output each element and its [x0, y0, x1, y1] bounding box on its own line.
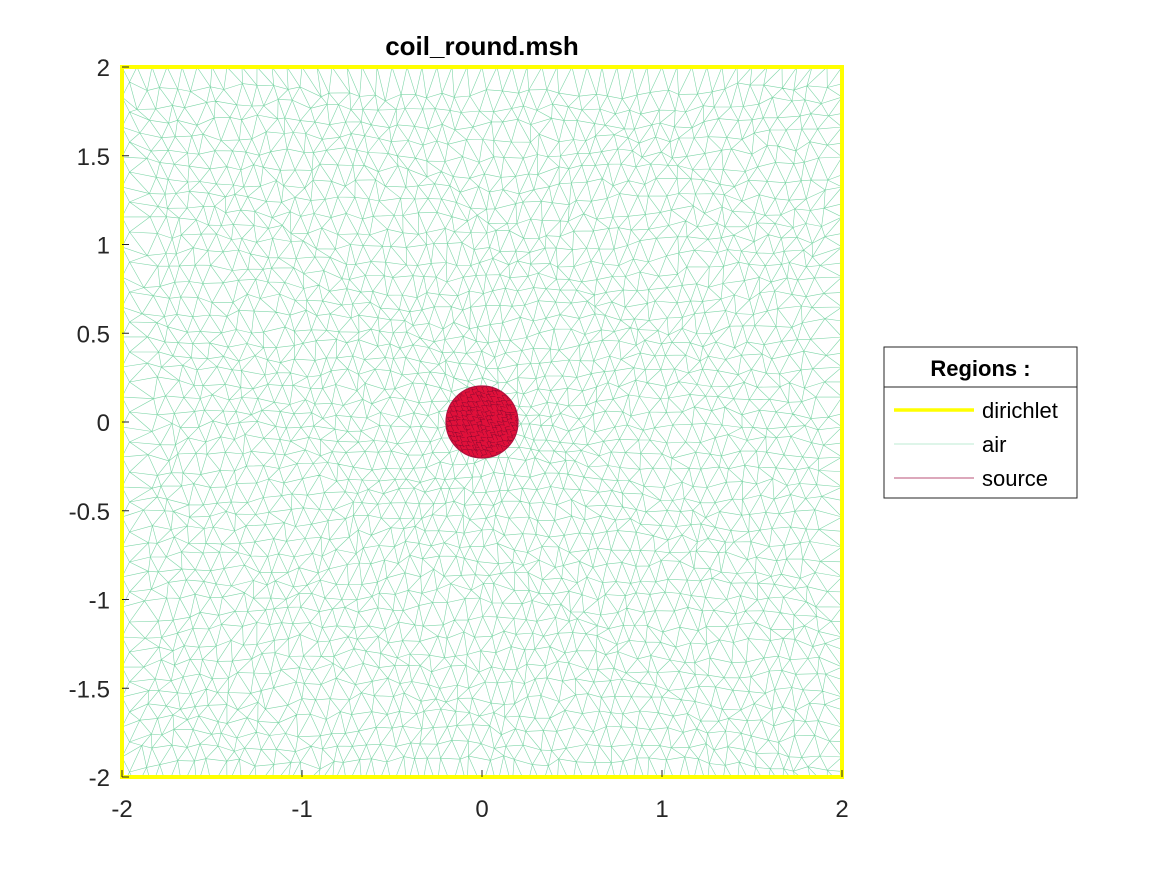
y-tick-label: 1.5	[77, 144, 110, 171]
y-tick-label: 0	[97, 410, 110, 437]
plot-area	[120, 65, 844, 779]
x-tick-label: 1	[655, 796, 668, 823]
legend-label-air[interactable]: air	[982, 432, 1006, 457]
legend-entries: dirichlet air source	[894, 398, 1058, 491]
y-tick-label: -2	[89, 765, 110, 792]
source-disk	[445, 385, 519, 459]
y-tick-label: 0.5	[77, 321, 110, 348]
legend-label-dirichlet[interactable]: dirichlet	[982, 398, 1058, 423]
legend[interactable]: Regions : dirichlet air source	[883, 346, 1078, 499]
x-tick-label: -1	[291, 796, 312, 823]
legend-title: Regions :	[930, 356, 1030, 381]
y-axis: 2 1.5 1 0.5 0 -0.5 -1 -1.5 -2	[69, 55, 129, 792]
x-tick-label: -2	[111, 796, 132, 823]
y-tick-label: 1	[97, 233, 110, 260]
legend-label-source[interactable]: source	[982, 466, 1048, 491]
y-tick-label: -0.5	[69, 499, 110, 526]
legend-box	[883, 346, 1078, 499]
source-outline	[445, 385, 519, 459]
y-tick-label: -1	[89, 588, 110, 615]
y-tick-label: 2	[97, 55, 110, 82]
x-tick-label: 2	[835, 796, 848, 823]
x-tick-label: 0	[475, 796, 488, 823]
chart-title: coil_round.msh	[385, 31, 579, 61]
y-tick-label: -1.5	[69, 676, 110, 703]
x-axis: -2 -1 0 1 2	[111, 770, 849, 823]
